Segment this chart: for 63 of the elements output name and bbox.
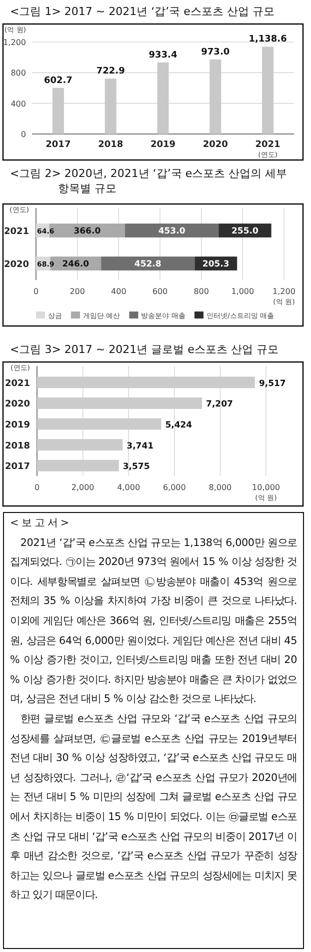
bar bbox=[37, 439, 123, 451]
data-label: 7,207 bbox=[206, 400, 234, 410]
y-tick-label: 800 bbox=[10, 68, 26, 78]
x-tick-label: 8,000 bbox=[208, 483, 232, 492]
data-label: 5,424 bbox=[165, 420, 192, 430]
y-tick-label: 2018 bbox=[4, 441, 30, 452]
data-label: 3,575 bbox=[122, 462, 150, 472]
x-tick-label: 2,000 bbox=[71, 483, 94, 492]
y-tick-label: 1,200 bbox=[3, 38, 26, 47]
x-tick-label: 2019 bbox=[150, 140, 176, 150]
y-tick-label: 2021 bbox=[4, 378, 30, 389]
x-tick-label: 800 bbox=[194, 287, 209, 296]
bar bbox=[210, 59, 222, 134]
bar bbox=[124, 224, 219, 238]
bar bbox=[37, 418, 162, 430]
data-label: 933.4 bbox=[148, 50, 178, 60]
x-tick-label: 2021 bbox=[255, 140, 280, 150]
bar bbox=[101, 256, 195, 270]
y-tick-label: 2019 bbox=[4, 420, 30, 430]
bar bbox=[262, 46, 274, 134]
data-label: 3,741 bbox=[126, 441, 154, 452]
data-label: 602.7 bbox=[44, 76, 72, 86]
x-tick-label: 200 bbox=[70, 287, 85, 296]
chart-title: <그림 1> 2017 ~ 2021년 ‘갑’국 e스포츠 산업 규모 bbox=[9, 4, 276, 20]
x-tick-label: 2018 bbox=[98, 140, 124, 150]
y-tick-label: 2017 bbox=[4, 462, 30, 472]
bar bbox=[52, 88, 64, 134]
data-label: 205.3 bbox=[202, 260, 230, 270]
y-tick-label: 0 bbox=[20, 130, 26, 139]
x-tick-label: 1,000 bbox=[231, 287, 254, 296]
data-label: 366.0 bbox=[74, 226, 101, 236]
x-tick-label: 400 bbox=[111, 287, 126, 296]
data-label: 255.0 bbox=[232, 226, 258, 236]
x-tick-label: 2017 bbox=[46, 140, 71, 150]
data-label: 9,517 bbox=[258, 378, 286, 389]
data-label: 452.8 bbox=[134, 260, 162, 270]
y-tick-label: 400 bbox=[10, 99, 26, 108]
data-label: 1,138.6 bbox=[248, 34, 287, 45]
x-tick-label: 6,000 bbox=[162, 483, 186, 492]
x-tick-label: 10,000 bbox=[252, 483, 280, 492]
data-label: 453.0 bbox=[158, 226, 186, 236]
bar bbox=[37, 460, 119, 472]
chart-title: <그림 3> 2017 ~ 2021년 글로벌 e스포츠 산업 규모 bbox=[9, 342, 280, 358]
y-tick-label: 2021 bbox=[4, 227, 29, 237]
x-tick-label: 0 bbox=[33, 287, 39, 296]
bar bbox=[104, 78, 116, 134]
data-label: 246.0 bbox=[62, 260, 90, 270]
y-tick-label: 2020 bbox=[4, 400, 30, 410]
x-tick-label: 4,000 bbox=[117, 483, 140, 492]
x-tick-label: 1,200 bbox=[272, 287, 296, 296]
chart-title: <그림 2> 2020년, 2021년 ‘갑’국 e스포츠 산업의 세부 항목별 규모 bbox=[9, 166, 288, 197]
text: < 보 고 서 > bbox=[10, 516, 70, 531]
data-label: 722.9 bbox=[96, 66, 125, 77]
x-tick-label: 2020 bbox=[202, 140, 228, 150]
data-label: 973.0 bbox=[201, 47, 230, 58]
text: 한편 글로벌 e스포츠 산업 규모와 ‘갑’국 e스포츠 산업 규모의 성장세를 살펴보면, ㉢글로벌 e스포츠 산업 규모는 2019년부터 전년 대비 30 % 이상 성장하였고, ‘갑’국 e스포츠 산업 규모도 매년 성장하였다. 그러나, ㉣‘갑’국 e스포츠 산업 규모가 2020년에는 전년 대비 5 % 미만의 성장에 그쳐 글로벌 e스포츠 산업 규모에서 차지하는 비중이 15 % 미만이 되었다. 이는 ㉤글로벌 e스포츠 산업 규모 대비 ‘갑’국 e스포츠 산업 규모의 비중이 2017년 이후 매년 감소한 것으로, ‘갑’국 e스포츠 산업 규모가 꾸준히 성장하고는 있으나 글로벌 e스포츠 산업 규모의 성장세에는 미치지 못하고 있기 때문이다. bbox=[10, 712, 297, 902]
x-tick-label: 600 bbox=[152, 287, 168, 296]
bar bbox=[157, 62, 169, 134]
x-tick-label: 0 bbox=[34, 483, 40, 492]
text: 2021년 ‘갑’국 e스포츠 산업 규모는 1,138억 6,000만 원으로 집계되었다. ㉠이는 2020년 973억 원에서 15 % 이상 성장한 것이다. 세부항목별로 살펴보면 ㉡방송분야 매출이 453억 원으로 전체의 35 % 이상을 차지하여 가장 비중이 큰 것으로 나타났다. 이외에 게임단 예산은 366억 원, 인터넷/스트리밍 매출은 255억 원, 상금은 64억 6,000만 원이었다. 게임단 예산은 전년 대비 45 % 이상 증가한 것이고, 인터넷/스트리밍 매출 또한 전년 대비 20 % 이상 증가한 것이다. 하지만 방송분야 매출은 큰 차이가 없었으며, 상금은 전년 대비 5 % 이상 감소한 것으로 나타났다. bbox=[10, 536, 297, 706]
bar bbox=[37, 397, 202, 409]
y-tick-label: 2020 bbox=[4, 260, 29, 270]
bar bbox=[37, 376, 255, 388]
